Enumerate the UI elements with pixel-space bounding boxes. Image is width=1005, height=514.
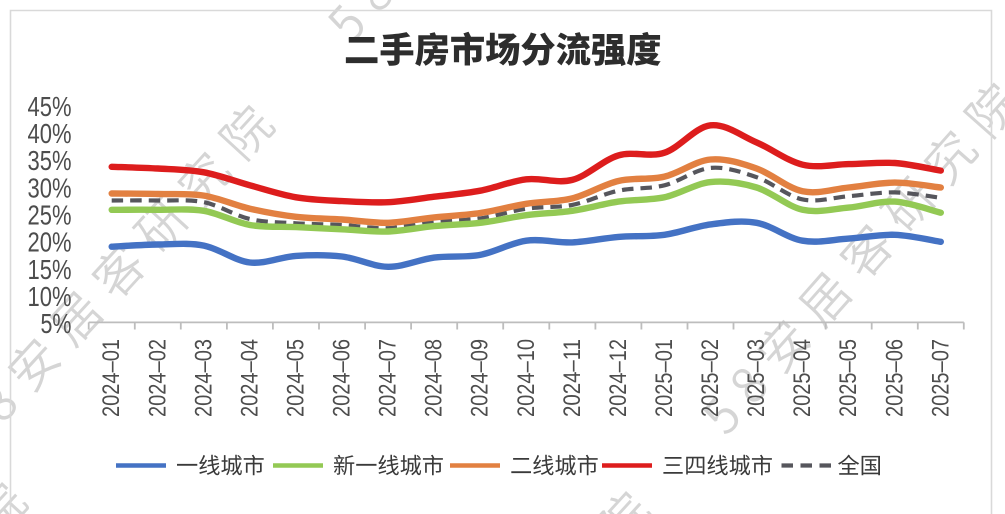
svg-text:2024–09: 2024–09: [467, 339, 494, 417]
svg-text:2025–06: 2025–06: [881, 339, 908, 417]
svg-text:2024–08: 2024–08: [421, 339, 448, 417]
svg-text:25%: 25%: [28, 200, 72, 231]
svg-text:2024–03: 2024–03: [190, 339, 217, 417]
svg-text:2024–07: 2024–07: [375, 339, 402, 417]
svg-text:2024–11: 2024–11: [559, 339, 586, 417]
svg-text:45%: 45%: [28, 91, 72, 122]
svg-text:10%: 10%: [28, 281, 72, 312]
svg-text:2025–01: 2025–01: [651, 339, 678, 417]
svg-text:40%: 40%: [28, 118, 72, 149]
svg-text:2024–02: 2024–02: [144, 339, 171, 417]
svg-text:2024–12: 2024–12: [605, 339, 632, 417]
svg-text:30%: 30%: [28, 172, 72, 203]
svg-text:2025–02: 2025–02: [697, 339, 724, 417]
svg-text:35%: 35%: [28, 145, 72, 176]
svg-text:2025–05: 2025–05: [835, 339, 862, 417]
svg-text:5%: 5%: [41, 308, 72, 339]
svg-text:2024–04: 2024–04: [236, 339, 263, 417]
svg-text:2025–04: 2025–04: [789, 339, 816, 417]
svg-text:2024–01: 2024–01: [98, 339, 125, 417]
svg-text:15%: 15%: [28, 254, 72, 285]
svg-text:2024–05: 2024–05: [283, 339, 310, 417]
svg-text:2024–06: 2024–06: [329, 339, 356, 417]
svg-text:2025–07: 2025–07: [927, 339, 954, 417]
svg-text:20%: 20%: [28, 227, 72, 258]
svg-text:2024–10: 2024–10: [513, 339, 540, 417]
svg-text:2025–03: 2025–03: [743, 339, 770, 417]
